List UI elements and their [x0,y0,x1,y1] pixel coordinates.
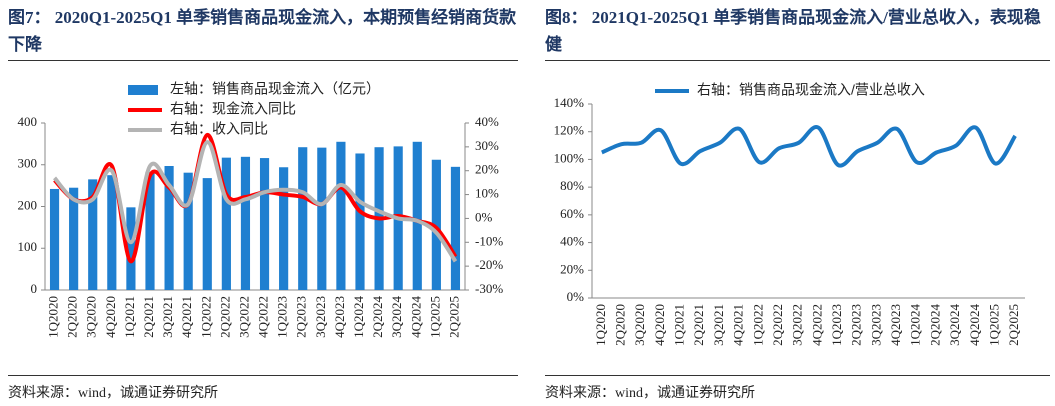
y2-tick-label: -10% [475,233,503,248]
bar [202,178,212,290]
y2-tick-label: 10% [475,186,499,201]
bar [355,153,365,290]
x-tick-label: 4Q2024 [408,296,423,338]
x-tick-label: 3Q2020 [84,296,99,338]
y-tick-label: 60% [560,206,584,221]
y-tick-label: 80% [560,178,584,193]
x-tick-label: 3Q2023 [868,304,883,346]
x-tick-label: 1Q2020 [593,304,608,346]
x-tick-label: 3Q2021 [711,304,726,346]
x-tick-label: 1Q2024 [908,304,923,346]
y2-tick-label: 40% [475,114,499,129]
y-tick-label: 40% [560,234,584,249]
y-tick-label: 0 [31,281,38,296]
y-tick-label: 20% [560,261,584,276]
x-tick-label: 2Q2025 [1006,304,1021,346]
x-tick-label: 1Q2024 [351,296,366,338]
y-tick-label: 120% [554,123,585,138]
y-tick-label: 300 [18,156,38,171]
x-tick-label: 2Q2024 [927,304,942,346]
bar [145,171,155,290]
x-tick-label: 2Q2020 [65,296,80,338]
x-tick-label: 3Q2021 [160,296,175,338]
y2-tick-label: -20% [475,257,503,272]
x-tick-label: 3Q2024 [389,296,404,338]
bar [240,156,251,290]
x-tick-label: 1Q2025 [427,296,442,338]
source-note: 资料来源：wind，诚通证券研究所 [8,375,518,402]
x-tick-label: 4Q2020 [103,296,118,338]
bar [107,175,117,290]
x-tick-label: 1Q2022 [198,296,213,338]
y2-tick-label: 20% [475,162,499,177]
bar [69,187,79,290]
x-tick-label: 2Q2024 [370,296,385,338]
y-tick-label: 200 [18,197,38,212]
y-tick-label: 100% [554,150,585,165]
x-tick-label: 2Q2022 [770,304,785,346]
legend-label: 左轴：销售商品现金流入（亿元） [170,81,380,97]
x-tick-label: 2Q2022 [217,296,232,338]
x-tick-label: 4Q2022 [256,296,271,338]
bar [317,147,327,290]
bar [279,167,289,290]
legend-label: 右轴：收入同比 [170,121,268,137]
x-tick-label: 1Q2021 [122,296,137,338]
charts: 0 100 200 300 400 -30% -20% -10% 0% 10% 20% 30% 40% 1… [18,81,1025,346]
bar [126,207,136,290]
x-tick-label: 2Q2020 [613,304,628,346]
source-note: 资料来源：wind，诚通证券研究所 [545,375,1050,402]
x-tick-label: 2Q2021 [691,304,706,346]
x-tick-label: 1Q2023 [275,296,290,338]
bar [412,141,422,290]
bar [183,172,193,290]
bar [88,179,98,290]
y-tick-label: 100 [18,239,38,254]
x-tick-label: 4Q2024 [967,304,982,346]
bar [431,159,441,290]
x-tick-label: 3Q2023 [313,296,328,338]
bar [221,157,231,290]
x-tick-label: 2Q2025 [446,296,461,338]
chart-title: 图7： 2020Q1-2025Q1 单季销售商品现金流入，本期预售经销商货款下降 [8,4,518,61]
y2-tick-label: 0% [475,209,493,224]
x-tick-label: 4Q2023 [332,296,347,338]
x-tick-label: 1Q2023 [829,304,844,346]
x-tick-label: 3Q2024 [947,304,962,346]
x-tick-label: 2Q2021 [141,296,156,338]
x-tick-label: 1Q2022 [750,304,765,346]
bar [298,147,308,290]
x-tick-label: 2Q2023 [849,304,864,346]
y-tick-label: 140% [554,95,585,110]
bar [49,188,60,290]
bar [450,166,461,290]
x-tick-label: 1Q2021 [672,304,687,346]
x-tick-label: 3Q2022 [790,304,805,346]
y2-tick-label: -30% [475,281,503,296]
x-tick-label: 3Q2022 [236,296,251,338]
legend-swatch [128,85,158,95]
x-tick-label: 1Q2020 [46,296,61,338]
y-tick-label: 400 [18,114,38,129]
x-tick-label: 4Q2021 [179,296,194,338]
x-tick-label: 4Q2020 [652,304,667,346]
legend-label: 右轴：销售商品现金流入/营业总收入 [697,82,925,98]
x-tick-label: 1Q2025 [986,304,1001,346]
x-tick-label: 3Q2020 [632,304,647,346]
y2-tick-label: 30% [475,138,499,153]
bar [164,166,174,290]
x-tick-label: 2Q2023 [294,296,309,338]
x-tick-label: 4Q2023 [888,304,903,346]
line-series [53,140,458,263]
line-series [601,125,1017,168]
chart-title: 图8： 2021Q1-2025Q1 单季销售商品现金流入/营业总收入，表现稳健 [545,4,1050,61]
legend-label: 右轴：现金流入同比 [170,101,296,117]
x-tick-label: 4Q2022 [809,304,824,346]
y-tick-label: 0% [567,289,585,304]
x-tick-label: 4Q2021 [731,304,746,346]
bar [259,158,270,290]
bar [336,141,346,290]
